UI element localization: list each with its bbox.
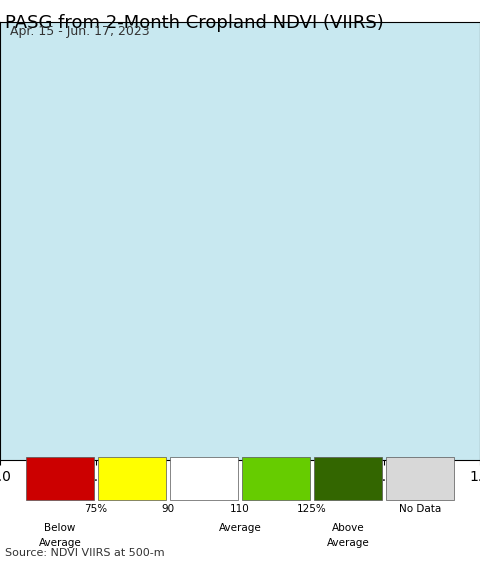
Text: Below: Below bbox=[44, 523, 76, 533]
FancyBboxPatch shape bbox=[386, 457, 454, 500]
Text: Apr. 15 - Jun. 17, 2023: Apr. 15 - Jun. 17, 2023 bbox=[10, 25, 149, 38]
Text: No Data: No Data bbox=[399, 504, 441, 514]
Text: 75%: 75% bbox=[84, 504, 108, 514]
FancyBboxPatch shape bbox=[314, 457, 382, 500]
Text: Average: Average bbox=[38, 539, 82, 548]
Text: 90: 90 bbox=[161, 504, 175, 514]
FancyBboxPatch shape bbox=[98, 457, 166, 500]
Text: 110: 110 bbox=[230, 504, 250, 514]
Text: Average: Average bbox=[218, 523, 262, 533]
Text: Average: Average bbox=[326, 539, 370, 548]
Text: Source: NDVI VIIRS at 500-m: Source: NDVI VIIRS at 500-m bbox=[5, 548, 165, 558]
FancyBboxPatch shape bbox=[26, 457, 94, 500]
Text: Above: Above bbox=[332, 523, 364, 533]
FancyBboxPatch shape bbox=[242, 457, 310, 500]
FancyBboxPatch shape bbox=[170, 457, 238, 500]
Text: PASG from 2-Month Cropland NDVI (VIIRS): PASG from 2-Month Cropland NDVI (VIIRS) bbox=[5, 14, 384, 32]
Text: 125%: 125% bbox=[297, 504, 327, 514]
